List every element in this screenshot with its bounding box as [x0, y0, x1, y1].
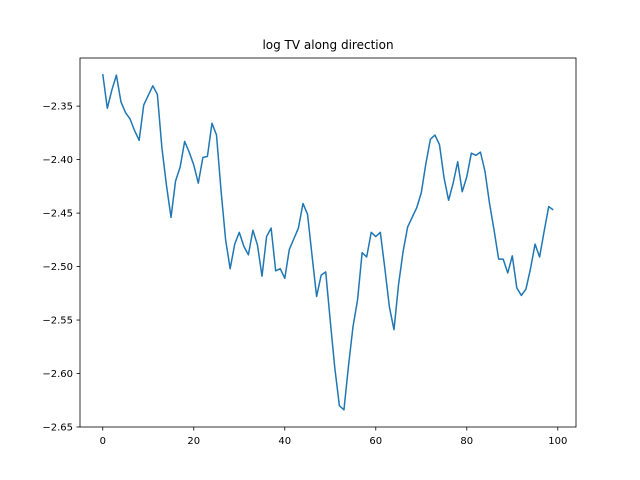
x-tick-label: 0	[100, 436, 106, 447]
y-tick-label: −2.65	[42, 423, 73, 434]
series-line	[102, 73, 554, 411]
x-tick-label: 100	[548, 436, 567, 447]
x-tick-label: 40	[278, 436, 291, 447]
y-tick-label: −2.60	[42, 369, 73, 380]
plot-frame	[79, 57, 577, 428]
y-tick-label: −2.35	[42, 102, 73, 113]
y-tick-label: −2.55	[42, 316, 73, 327]
x-axis: 0 20 40 60 80 100	[100, 427, 567, 447]
y-tick-label: −2.40	[42, 155, 73, 166]
y-axis: −2.65 −2.60 −2.55 −2.50 −2.45 −2.40 −2.35	[42, 102, 80, 434]
chart-title: log TV along direction	[262, 38, 393, 52]
x-tick-label: 20	[187, 436, 200, 447]
y-tick-label: −2.50	[42, 262, 73, 273]
y-tick-label: −2.45	[42, 209, 73, 220]
x-tick-label: 80	[460, 436, 473, 447]
x-tick-label: 60	[369, 436, 382, 447]
plot-series	[102, 73, 554, 411]
